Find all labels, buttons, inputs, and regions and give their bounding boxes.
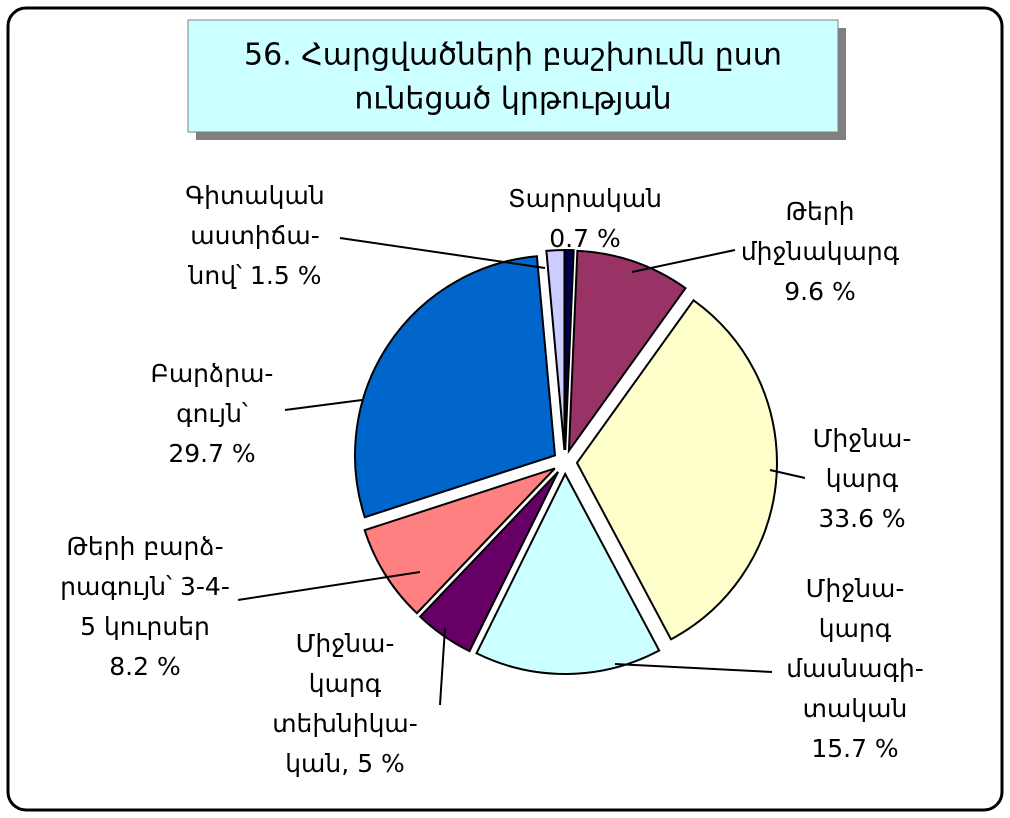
value-label: 8.2 % (109, 652, 180, 681)
value-label: 1.5 % (250, 261, 321, 290)
pie-slice (545, 249, 566, 451)
leader-line (237, 571, 421, 601)
slice-label-line: Միջնա- (813, 424, 912, 453)
slice-label-line: նով՝ (188, 261, 243, 290)
slice-label: նով՝ 1.5 % (188, 261, 322, 290)
slice-label: կարգ (309, 669, 382, 698)
leader-line (439, 627, 446, 706)
slice-label: Գիտական (185, 181, 324, 210)
slice-label-line: րագույն՝ 3-4- (60, 572, 230, 601)
slice-label: կարգ (826, 464, 899, 493)
slice-label-line: տական (803, 694, 908, 723)
value-label: 5 % (357, 749, 405, 778)
slice-label-line: տեխնիկա- (272, 709, 418, 738)
value-label: 0.7 % (549, 224, 620, 253)
slice-label-line: 5 կուրսեր (80, 612, 210, 641)
slice-label: Թերի (785, 197, 854, 226)
slice-label: աստիճա- (190, 221, 319, 250)
slice-label-line: Միջնա- (806, 574, 905, 603)
slice-label: Միջնա- (806, 574, 905, 603)
leader-line (631, 249, 736, 273)
slice-label: Բարձրա- (151, 359, 274, 388)
pie-slice (363, 467, 556, 615)
slice-label: Թերի բարձ- (66, 532, 223, 561)
leader-line (339, 237, 546, 269)
chart-title: 56. Հարցվածների բաշխումն ըստ (244, 38, 782, 73)
slice-label-line: մասնագի- (786, 654, 924, 683)
slice-label-line: Թերի բարձ- (66, 532, 223, 561)
leader-line (614, 663, 773, 673)
pie-slice (354, 255, 557, 519)
slice-label-line: Տարրական (508, 184, 662, 213)
slice-label: տական (803, 694, 908, 723)
slice-label: Միջնա- (813, 424, 912, 453)
slice-label-line: կարգ (309, 669, 382, 698)
value-label: 33.6 % (818, 504, 905, 533)
slice-label-line: Գիտական (185, 181, 324, 210)
value-label: 29.7 % (168, 439, 255, 468)
slice-label-line: գույն՝ (176, 399, 248, 428)
pie-slice (567, 249, 687, 454)
slice-label: գույն՝ (176, 399, 248, 428)
slice-label: կարգ (819, 614, 892, 643)
slice-label-line: աստիճա- (190, 221, 319, 250)
slice-label: միջնակարգ (741, 237, 900, 266)
slice-label: կան, 5 % (285, 749, 405, 778)
slice-label-line: կարգ (819, 614, 892, 643)
slice-label-line: միջնակարգ (741, 237, 900, 266)
pie-slice (575, 298, 778, 641)
slice-label: Տարրական (508, 184, 662, 213)
pie-slice (475, 471, 661, 675)
value-label: 9.6 % (784, 277, 855, 306)
leader-line (769, 469, 806, 479)
title-box (187, 19, 839, 133)
slice-label: րագույն՝ 3-4- (60, 572, 230, 601)
slice-label-line: կարգ (826, 464, 899, 493)
slice-label-line: Բարձրա- (151, 359, 274, 388)
chart-title: ունեցած կրթության (354, 82, 671, 117)
slice-label-line: Միջնա- (296, 629, 395, 658)
slice-label-line: Թերի (785, 197, 854, 226)
slice-label: մասնագի- (786, 654, 924, 683)
leader-line (284, 399, 363, 411)
slice-label: տեխնիկա- (272, 709, 418, 738)
slice-label: Միջնա- (296, 629, 395, 658)
value-label: 15.7 % (811, 734, 898, 763)
slice-label-line: կան, (285, 749, 349, 778)
slice-label: 5 կուրսեր (80, 612, 210, 641)
